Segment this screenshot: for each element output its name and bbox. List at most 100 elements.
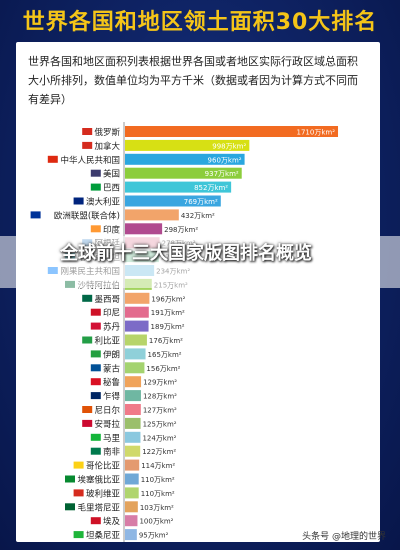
- category-label: 蒙古: [103, 363, 121, 374]
- flag-icon: [90, 447, 101, 455]
- bar: [125, 209, 179, 221]
- value-label: 196万km²: [151, 295, 185, 303]
- category-label: 尼日尔: [94, 405, 120, 416]
- bar: [125, 487, 139, 499]
- flag-icon: [90, 183, 101, 191]
- flag-icon: [90, 364, 101, 372]
- flag-icon: [73, 461, 84, 469]
- category-label: 巴西: [103, 184, 120, 194]
- bar: [125, 181, 232, 193]
- bar: [125, 126, 339, 137]
- value-label: 1710万km²: [297, 129, 336, 137]
- watermark: 头条号 @地理的世界: [302, 532, 386, 542]
- value-label: 298万km²: [164, 226, 198, 234]
- flag-icon: [82, 406, 93, 413]
- value-label: 110万km²: [141, 490, 175, 498]
- category-label: 哥伦比亚: [86, 461, 121, 472]
- value-label: 100万km²: [139, 518, 173, 526]
- bar: [125, 362, 145, 374]
- flag-icon: [47, 155, 58, 163]
- bar: [125, 139, 250, 151]
- flag-icon: [30, 211, 41, 219]
- bar: [125, 376, 142, 388]
- bar: [125, 529, 137, 541]
- bar-chart: 俄罗斯 1710万km² 加拿大 998万km² 中华人民共和国 960万km² 美国 937…: [30, 122, 339, 542]
- flag-icon: [65, 475, 75, 483]
- flag-icon: [82, 294, 93, 302]
- value-label: 998万km²: [212, 142, 246, 150]
- category-label: 坦桑尼亚: [86, 530, 121, 541]
- value-label: 852万km²: [194, 184, 228, 192]
- category-label: 澳大利亚: [86, 197, 121, 208]
- value-label: 165万km²: [148, 351, 182, 359]
- bar: [125, 473, 139, 485]
- bar: [125, 348, 146, 360]
- flag-icon: [90, 378, 101, 386]
- bar: [125, 445, 141, 457]
- value-label: 127万km²: [143, 407, 177, 415]
- flag-icon: [90, 350, 101, 358]
- bar: [125, 195, 221, 207]
- bar: [125, 320, 149, 332]
- value-label: 129万km²: [143, 379, 177, 387]
- flag-icon: [73, 197, 84, 205]
- category-label: 加拿大: [94, 141, 120, 152]
- value-label: 114万km²: [141, 462, 175, 470]
- headline-banner: [0, 236, 400, 288]
- category-label: 马里: [103, 434, 121, 444]
- bar: [125, 223, 163, 235]
- value-label: 122万km²: [142, 448, 176, 456]
- flag-icon: [90, 392, 101, 400]
- category-label: 印度: [103, 224, 121, 235]
- bar: [125, 404, 141, 415]
- bar: [125, 417, 141, 429]
- value-label: 124万km²: [142, 434, 176, 442]
- bar: [125, 167, 242, 179]
- category-label: 中华人民共和国: [60, 155, 120, 166]
- category-label: 埃及: [103, 516, 121, 527]
- flag-icon: [90, 225, 101, 233]
- category-label: 俄罗斯: [94, 127, 120, 138]
- flag-icon: [65, 503, 75, 511]
- bar: [125, 153, 245, 165]
- category-label: 苏丹: [103, 322, 121, 333]
- flag-icon: [82, 419, 93, 427]
- bar: [125, 459, 140, 471]
- category-label: 美国: [103, 169, 120, 180]
- value-label: 432万km²: [181, 212, 215, 220]
- value-label: 960万km²: [208, 156, 242, 164]
- value-label: 156万km²: [146, 365, 180, 373]
- flag-icon: [73, 531, 84, 539]
- chart-card: 世界各国和地区面积列表根据世界各国或者地区实际行政区域总面积大小所排列，数值单位…: [16, 42, 380, 542]
- value-label: 189万km²: [151, 323, 185, 331]
- category-label: 欧洲联盟(联合体): [54, 210, 120, 221]
- value-label: 125万km²: [143, 420, 177, 428]
- bar: [125, 292, 150, 304]
- category-label: 埃塞俄比亚: [77, 475, 120, 486]
- value-label: 110万km²: [141, 476, 175, 484]
- bar: [125, 390, 141, 402]
- flag-icon: [82, 336, 93, 344]
- flag-icon: [90, 322, 101, 330]
- flag-icon: [90, 308, 101, 316]
- chart-description: 世界各国和地区面积列表根据世界各国或者地区实际行政区域总面积大小所排列，数值单位…: [28, 55, 358, 106]
- flag-icon: [73, 489, 84, 497]
- headline-text: 全球前十三大国家版图排名概览: [60, 243, 312, 264]
- value-label: 128万km²: [143, 393, 177, 401]
- flag-icon: [82, 141, 93, 149]
- value-label: 191万km²: [151, 309, 185, 317]
- value-label: 95万km²: [139, 532, 169, 540]
- flag-icon: [90, 169, 101, 177]
- value-label: 103万km²: [140, 504, 174, 512]
- flag-icon: [90, 517, 101, 525]
- category-label: 安哥拉: [94, 419, 120, 430]
- bar: [125, 334, 147, 346]
- value-label: 769万km²: [184, 198, 218, 206]
- page-title: 世界各国和地区领土面积30大排名: [22, 10, 378, 35]
- value-label: 937万km²: [205, 170, 239, 178]
- category-label: 伊朗: [103, 349, 120, 360]
- flag-icon: [82, 128, 93, 135]
- category-label: 墨西哥: [94, 295, 120, 305]
- category-label: 玻利维亚: [86, 488, 121, 499]
- category-label: 南非: [103, 447, 121, 458]
